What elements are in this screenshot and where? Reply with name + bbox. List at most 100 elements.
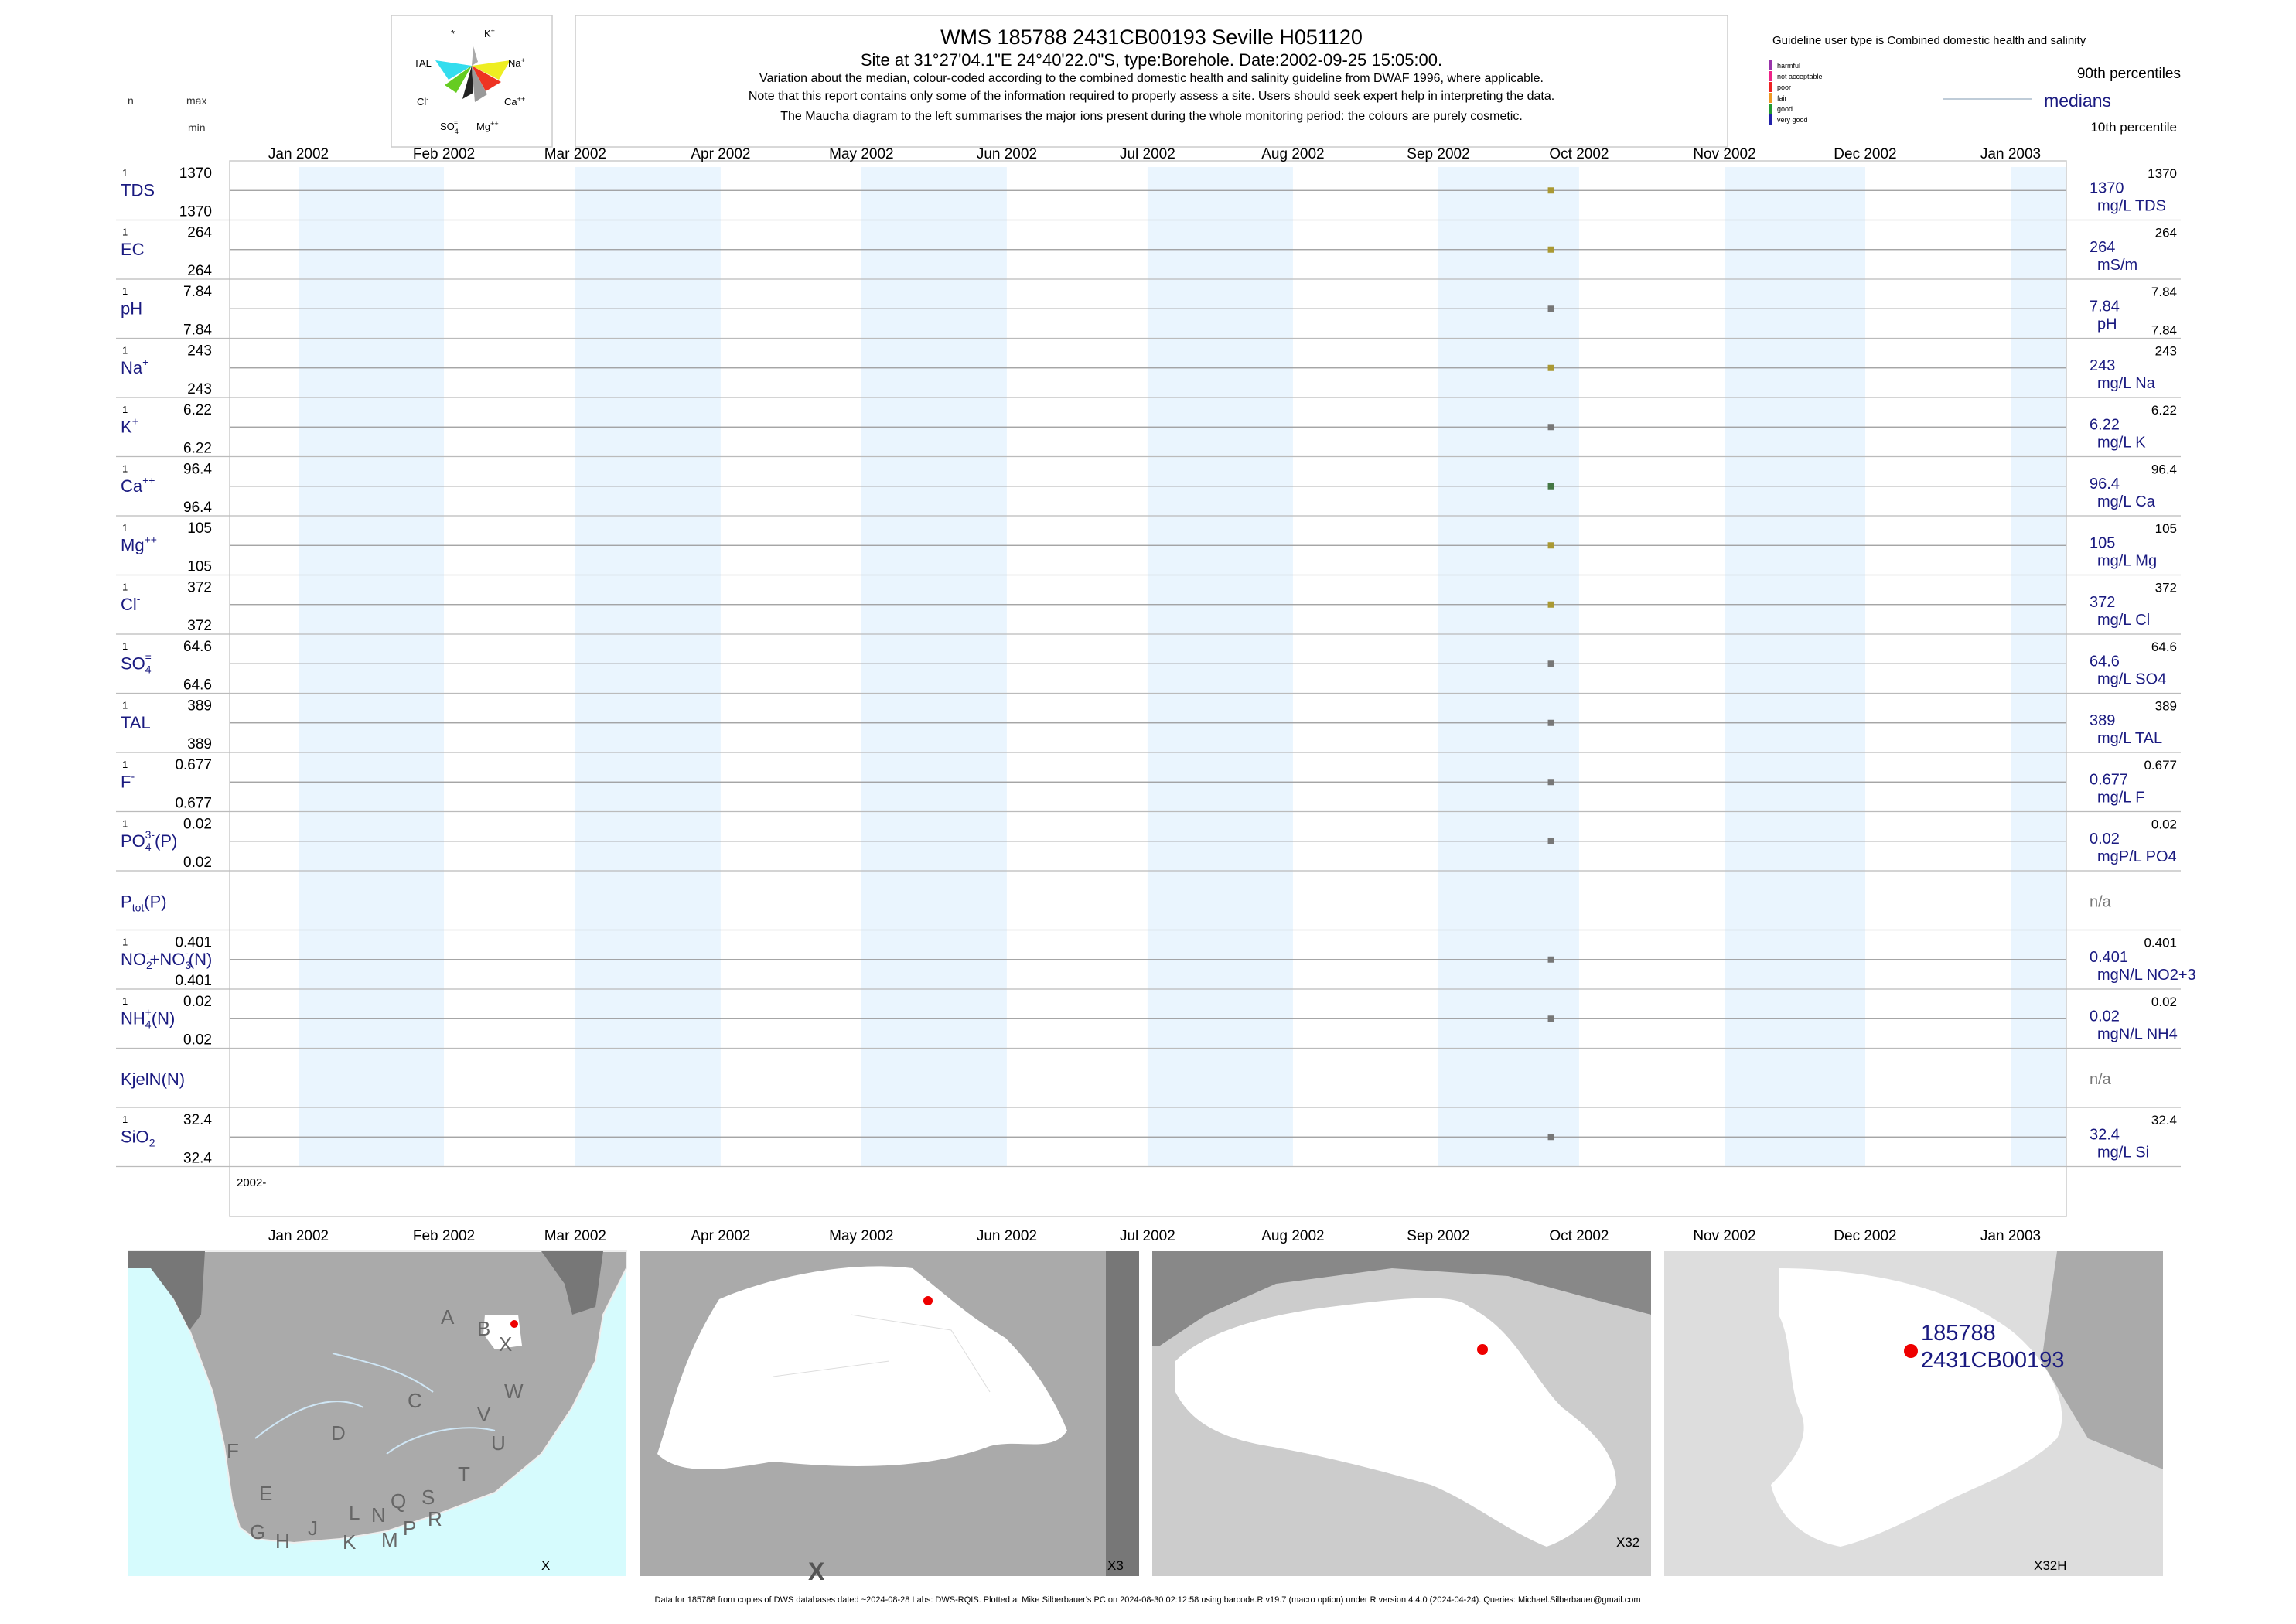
median-value: 6.22 <box>2090 416 2120 433</box>
maucha-so4-label: SO4= <box>440 118 459 135</box>
region-letter: J <box>308 1517 318 1540</box>
top-tick-label: Jul 2002 <box>1120 146 1175 162</box>
month-band <box>1724 167 1865 1167</box>
p90-value: 389 <box>2155 699 2177 714</box>
p90-value: 0.02 <box>2151 817 2177 832</box>
n-value: 1 <box>122 404 128 415</box>
median-value: 96.4 <box>2090 476 2120 493</box>
region-letter: S <box>421 1486 435 1509</box>
unit-label: mgN/L NO2+3 <box>2097 967 2196 984</box>
unit-label: mgP/L PO4 <box>2097 848 2177 865</box>
legend-swatch <box>1769 93 1772 103</box>
title-box <box>575 15 1728 148</box>
site-marker-x3 <box>923 1296 933 1305</box>
median-value: 389 <box>2090 712 2115 729</box>
legend-swatch <box>1769 104 1772 114</box>
legend-class-label: good <box>1777 105 1793 113</box>
data-point <box>1547 660 1554 667</box>
map-x32h: 185788 2431CB00193 X32H <box>1664 1251 2163 1576</box>
min-value: 105 <box>187 559 212 575</box>
median-value: 264 <box>2090 239 2115 256</box>
site-code-label: 2431CB00193 <box>1921 1348 2064 1373</box>
site-marker-overview <box>510 1320 518 1328</box>
data-point <box>1547 956 1554 963</box>
map-x32-label: X32 <box>1616 1535 1639 1550</box>
month-band <box>1147 167 1293 1167</box>
maucha-diagram: * K+ TAL Na+ Cl- Ca++ SO4= Mg++ <box>414 27 525 135</box>
legend-swatch <box>1769 114 1772 125</box>
median-value: 243 <box>2090 357 2115 374</box>
bottom-date-axis: Jan 2002 Feb 2002 Mar 2002 Apr 2002 May 2002… <box>268 1228 2041 1244</box>
p90-value: 0.677 <box>2144 758 2177 773</box>
medians-label: medians <box>2044 90 2111 111</box>
parameter-label: Ptot(P) <box>121 892 167 913</box>
top-tick-label: Aug 2002 <box>1261 146 1324 162</box>
data-point <box>1547 483 1554 490</box>
top-tick-label: Apr 2002 <box>691 146 750 162</box>
n-value: 1 <box>122 995 128 1007</box>
unit-label: mg/L F <box>2097 789 2145 806</box>
max-value: 6.22 <box>183 402 212 418</box>
legend-class-label: harmful <box>1777 62 1800 70</box>
header-note-3: The Maucha diagram to the left summarise… <box>780 110 1523 123</box>
top-tick-label: Jan 2003 <box>1980 146 2041 162</box>
unit-label: mg/L SO4 <box>2097 670 2166 687</box>
region-letter: R <box>428 1507 442 1530</box>
unit-label: mg/L Na <box>2097 375 2156 392</box>
maucha-ca-segment <box>472 66 501 91</box>
bottom-tick-label: Apr 2002 <box>691 1228 750 1244</box>
unit-label: mg/L Ca <box>2097 493 2156 510</box>
region-letter: U <box>491 1431 506 1455</box>
top-tick-label: Jan 2002 <box>268 146 329 162</box>
data-point <box>1547 424 1554 431</box>
median-value: 0.02 <box>2090 831 2120 848</box>
median-value: 0.02 <box>2090 1008 2120 1025</box>
region-letter: H <box>275 1530 290 1553</box>
header-note-2: Note that this report contains only some… <box>749 90 1554 103</box>
p90-value: 96.4 <box>2151 462 2177 477</box>
legend-swatch <box>1769 60 1772 70</box>
max-value: 264 <box>187 225 212 241</box>
median-value: 0.677 <box>2090 771 2128 788</box>
map-overview-label: X <box>541 1558 550 1573</box>
maucha-k-label: K+ <box>484 27 495 39</box>
parameter-label: Na+ <box>121 356 148 377</box>
data-point <box>1547 779 1554 786</box>
site-marker-x32h <box>1904 1344 1918 1358</box>
median-value: 64.6 <box>2090 653 2120 670</box>
parameter-label: NH4+(N) <box>121 1005 175 1030</box>
maucha-so4-segment <box>462 66 473 99</box>
footer-note: Data for 185788 from copies of DWS datab… <box>655 1595 1641 1605</box>
min-value: 0.677 <box>175 796 212 812</box>
min-value: 64.6 <box>183 677 212 694</box>
unit-label: pH <box>2097 316 2117 333</box>
legend-swatch <box>1769 82 1772 92</box>
parameter-label: PO43-(P) <box>121 828 177 853</box>
bottom-tick-label: Jan 2003 <box>1980 1228 2041 1244</box>
p90-value: 6.22 <box>2151 403 2177 418</box>
top-tick-label: Jun 2002 <box>977 146 1037 162</box>
median-value: 32.4 <box>2090 1126 2120 1143</box>
top-tick-label: Oct 2002 <box>1549 146 1609 162</box>
maucha-cl-segment <box>445 66 472 93</box>
median-value: n/a <box>2090 1071 2112 1088</box>
p90-value: 1370 <box>2148 166 2177 181</box>
region-letter: F <box>227 1439 239 1462</box>
map-x3-catchment <box>657 1266 1067 1469</box>
parameter-label: Cl- <box>121 592 141 614</box>
map-x32h-catchment <box>1771 1268 2062 1547</box>
top-tick-label: Mar 2002 <box>544 146 606 162</box>
max-value: 105 <box>187 520 212 537</box>
parameter-label: pH <box>121 299 142 318</box>
data-point <box>1547 1134 1554 1141</box>
p90-value: 32.4 <box>2151 1113 2177 1128</box>
rivers <box>254 1353 496 1455</box>
max-value: 96.4 <box>183 462 212 478</box>
parameter-label: Ca++ <box>121 474 155 496</box>
